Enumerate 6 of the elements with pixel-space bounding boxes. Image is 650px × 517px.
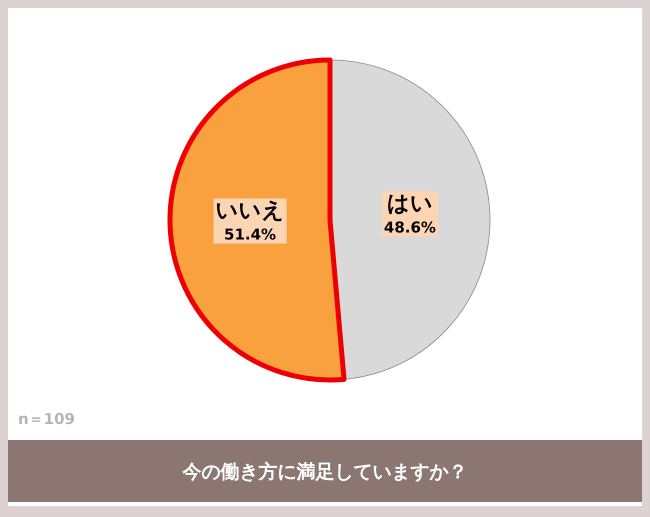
text: 今の働き方に満足していますか？ xyxy=(182,461,468,483)
slice-label: いいえ xyxy=(216,198,285,224)
data-label: 51.4% xyxy=(224,226,276,244)
text: n＝109 xyxy=(18,410,75,428)
data-label: 48.6% xyxy=(384,218,436,236)
slice-label: はい xyxy=(386,191,433,216)
